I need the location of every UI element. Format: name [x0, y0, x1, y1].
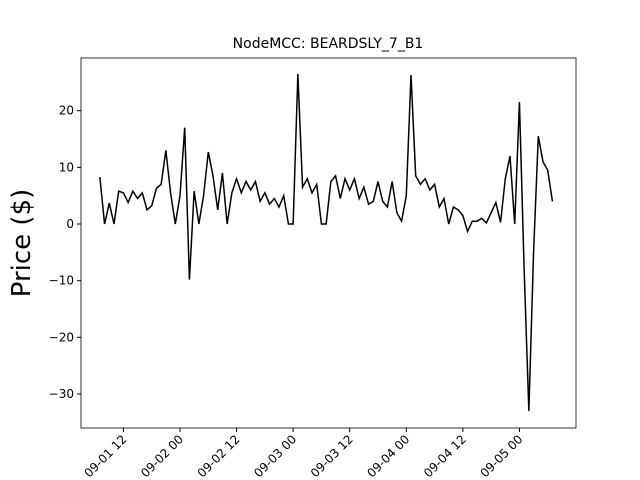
y-tick-label: −10 [49, 274, 74, 288]
y-tick-label: −30 [49, 387, 74, 401]
y-tick-label: 20 [59, 104, 74, 118]
y-tick-label: 0 [66, 217, 74, 231]
y-axis-label: Price ($) [7, 189, 37, 298]
plot-frame [80, 57, 577, 429]
y-tick-label: −20 [49, 330, 74, 344]
line [99, 73, 554, 412]
chart-title: NodeMCC: BEARDSLY_7_B1 [233, 36, 424, 52]
y-tick-label: 10 [59, 160, 74, 174]
